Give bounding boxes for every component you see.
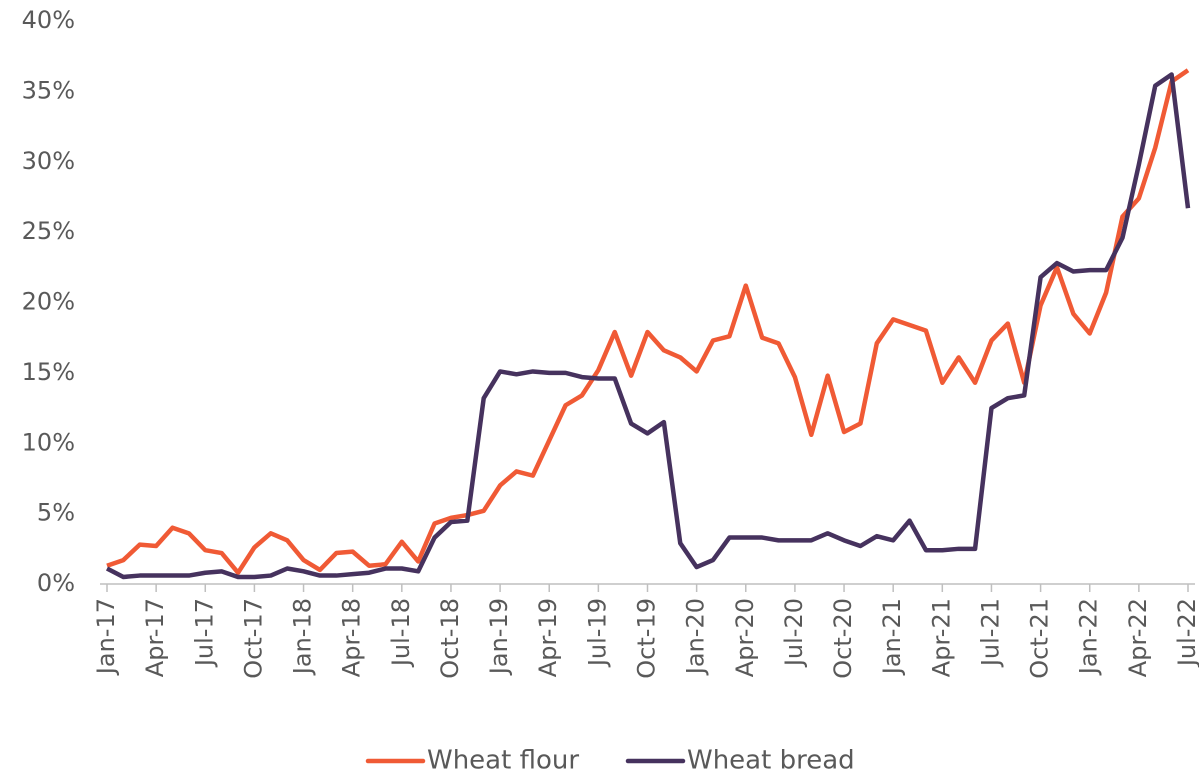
x-tick-label: Jan-17 bbox=[92, 598, 120, 676]
x-tick-label: Oct-20 bbox=[829, 598, 857, 679]
y-tick-label: 20% bbox=[22, 288, 75, 316]
x-tick-label: Jul-17 bbox=[190, 598, 218, 668]
y-tick-label: 5% bbox=[37, 499, 75, 527]
x-tick-label: Apr-19 bbox=[534, 598, 562, 677]
y-tick-label: 35% bbox=[22, 76, 75, 104]
x-tick-label: Apr-22 bbox=[1124, 598, 1152, 677]
x-tick-label: Jan-18 bbox=[289, 598, 317, 676]
y-tick-label: 40% bbox=[22, 6, 75, 34]
x-tick-label: Apr-21 bbox=[927, 598, 955, 677]
y-tick-label: 0% bbox=[37, 569, 75, 597]
x-tick-label: Apr-20 bbox=[731, 598, 759, 677]
x-tick-label: Apr-18 bbox=[338, 598, 366, 677]
x-tick-label: Oct-18 bbox=[436, 598, 464, 679]
legend-label: Wheat bread bbox=[687, 746, 855, 773]
x-tick-label: Jul-21 bbox=[976, 598, 1004, 668]
y-tick-label: 25% bbox=[22, 217, 75, 245]
line-series bbox=[105, 72, 1191, 580]
x-tick-label: Jan-21 bbox=[878, 598, 906, 676]
x-tick-label: Jul-18 bbox=[387, 598, 415, 668]
x-tick-label: Apr-17 bbox=[141, 598, 169, 677]
x-tick-label: Jan-19 bbox=[485, 598, 513, 676]
x-tick-label: Oct-21 bbox=[1026, 598, 1054, 679]
x-tick-label: Jan-20 bbox=[682, 598, 710, 676]
y-tick-label: 15% bbox=[22, 358, 75, 386]
x-tick-label: Oct-19 bbox=[633, 598, 661, 679]
legend-label: Wheat flour bbox=[427, 746, 579, 773]
y-tick-label: 30% bbox=[22, 147, 75, 175]
line-series bbox=[106, 68, 1190, 575]
x-tick-label: Oct-17 bbox=[239, 598, 267, 679]
x-tick-label: Jan-22 bbox=[1075, 598, 1103, 676]
x-tick-label: Jul-19 bbox=[583, 598, 611, 668]
x-tick-label: Jul-22 bbox=[1173, 598, 1199, 668]
y-tick-label: 10% bbox=[22, 428, 75, 456]
x-tick-label: Jul-20 bbox=[780, 598, 808, 668]
